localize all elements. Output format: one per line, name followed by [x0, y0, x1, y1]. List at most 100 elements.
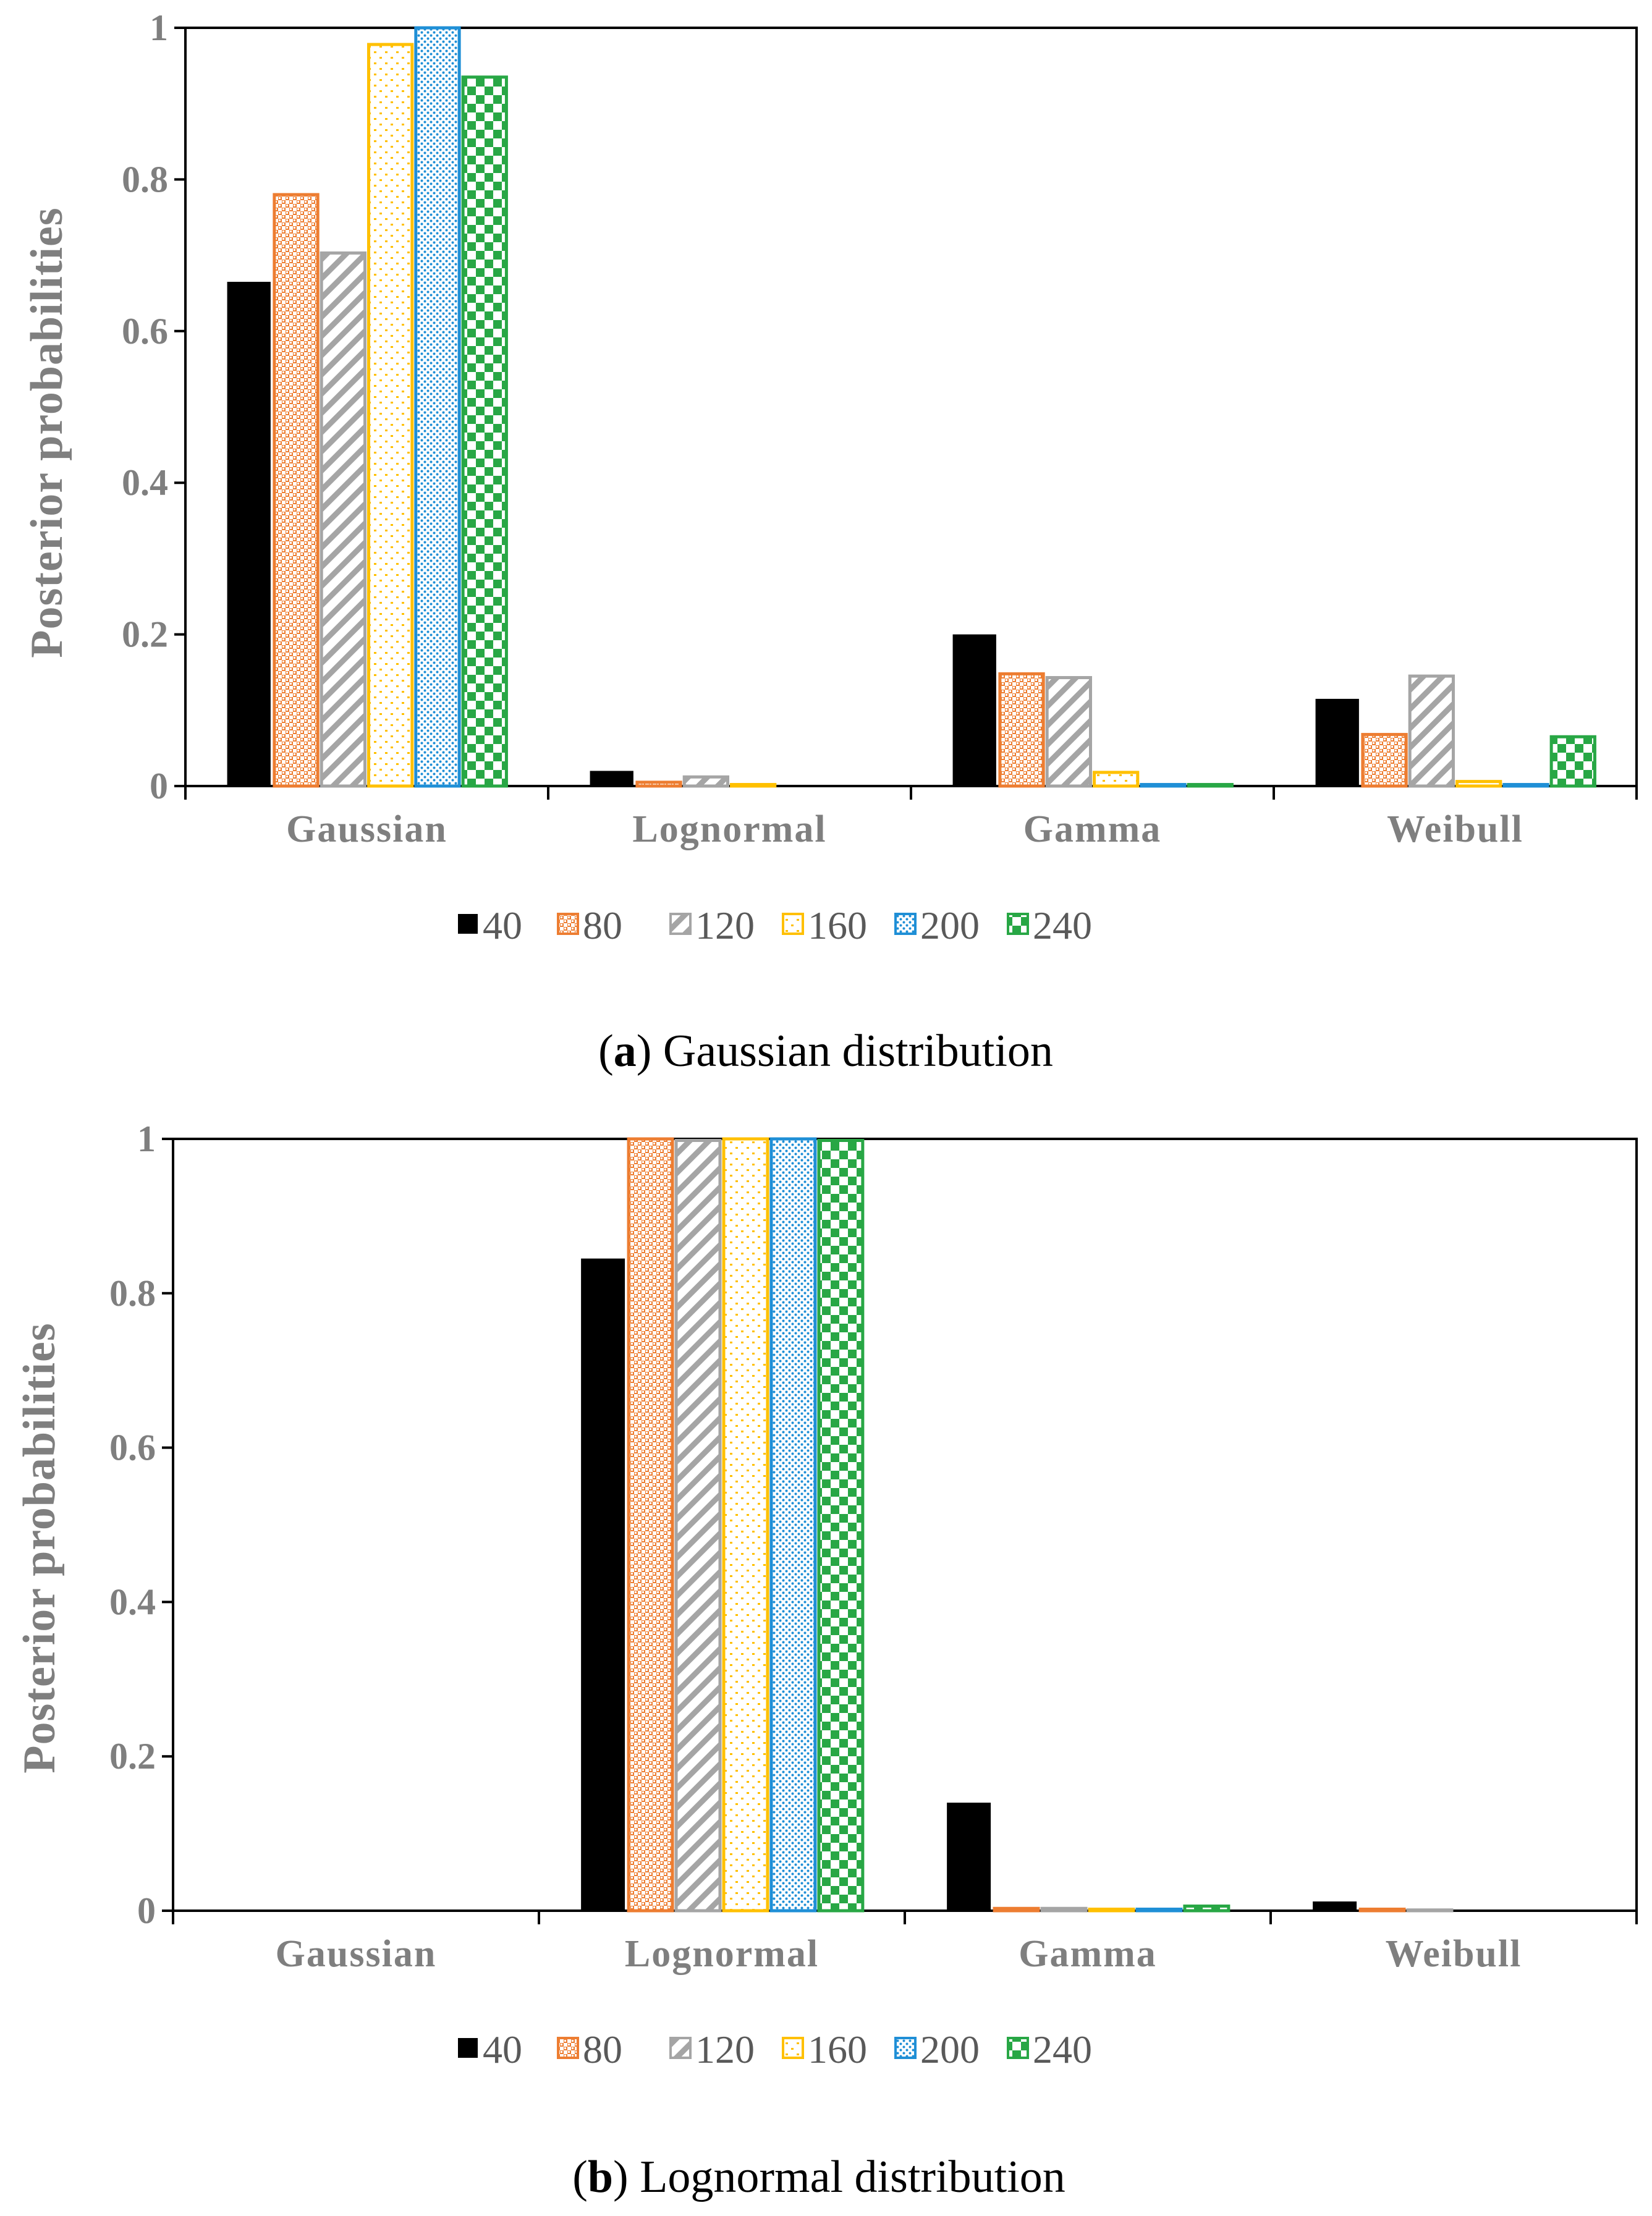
bar-80-gamma: [993, 1906, 1040, 1913]
legend-label-200: 200: [920, 2028, 980, 2071]
bar-120-lognormal: [674, 1138, 722, 1913]
bar-40-weibull: [1315, 698, 1359, 786]
y-axis-label: Posterior probabilities: [22, 207, 72, 658]
legend-label-80: 80: [583, 2028, 622, 2071]
legend-label-40: 40: [483, 2028, 522, 2071]
legend-label-120: 120: [695, 903, 755, 947]
bar-40-gamma: [952, 634, 996, 786]
y-tick-label: 1: [150, 7, 168, 48]
x-tick-label: Gamma: [1019, 1933, 1157, 1975]
x-axis: Gaussian Lognormal Gamma Weibull: [184, 786, 1638, 850]
bar-240-lognormal: [817, 1138, 865, 1913]
caption-close: ): [637, 1026, 652, 1076]
x-tick-label: Gamma: [1023, 808, 1162, 850]
legend-label-240: 240: [1033, 903, 1092, 947]
caption-text: Lognormal distribution: [629, 2152, 1065, 2202]
caption-close: ): [613, 2152, 629, 2202]
bar-240-gamma: [1183, 1905, 1231, 1913]
legend-swatch-240: [1007, 2037, 1029, 2059]
bar-120-lognormal: [682, 775, 729, 788]
bar-80-weibull: [1361, 733, 1408, 788]
caption-letter: a: [614, 1026, 637, 1076]
bar-120-gamma: [1045, 676, 1092, 788]
y-tick-label: 0.8: [122, 159, 168, 200]
y-tick-label: 0.6: [109, 1427, 156, 1468]
y-tick-label: 1: [137, 1119, 156, 1159]
y-tick-label: 0.8: [109, 1273, 156, 1314]
bars: [227, 26, 1596, 788]
caption: (a) Gaussian distribution: [598, 1026, 1053, 1076]
legend: 40 80 120 160 200 240: [458, 2028, 1092, 2071]
bar-200-gamma: [1140, 783, 1187, 788]
x-tick-label: Weibull: [1386, 1933, 1522, 1975]
bar-240-weibull: [1549, 735, 1596, 788]
legend-swatch-200: [894, 913, 917, 935]
bar-200-lognormal: [769, 1137, 817, 1913]
bar-40-gamma: [947, 1803, 991, 1911]
bar-40-lognormal: [590, 771, 633, 786]
bar-120-weibull: [1406, 1908, 1454, 1913]
legend-swatch-80: [557, 2037, 579, 2059]
bars: [581, 1137, 1454, 1913]
x-axis: Gaussian Lognormal Gamma Weibull: [172, 1911, 1638, 1975]
caption-letter: b: [588, 2152, 613, 2202]
y-axis-label: Posterior probabilities: [14, 1322, 65, 1773]
y-tick-label: 0.2: [122, 614, 168, 655]
bar-160-lognormal: [722, 1137, 769, 1913]
y-axis: 0 0.2 0.4 0.6 0.8 1: [122, 7, 185, 806]
x-tick-label: Gaussian: [286, 808, 447, 850]
bar-80-gaussian: [273, 193, 320, 788]
legend-swatch-120: [669, 913, 692, 935]
bar-120-gaussian: [320, 251, 366, 788]
bar-240-gaussian: [461, 75, 508, 788]
legend-label-240: 240: [1033, 2028, 1092, 2071]
plot-area: [172, 1138, 1638, 1912]
bar-200-gaussian: [414, 26, 461, 788]
y-tick-label: 0: [150, 766, 168, 806]
bar-240-gamma: [1187, 783, 1234, 788]
bar-40-weibull: [1313, 1901, 1357, 1911]
y-tick-label: 0.4: [109, 1581, 156, 1622]
x-tick-label: Gaussian: [276, 1933, 437, 1975]
bar-80-lognormal: [627, 1137, 674, 1913]
bar-160-gamma: [1093, 771, 1140, 788]
bar-160-weibull: [1455, 780, 1502, 788]
plot-frame: [172, 1138, 1638, 1912]
legend-swatch-120: [669, 2037, 692, 2059]
bar-160-gamma: [1088, 1908, 1135, 1913]
bar-120-weibull: [1408, 674, 1455, 788]
bar-200-weibull: [1502, 783, 1549, 788]
bar-200-gamma: [1135, 1908, 1183, 1913]
legend-swatch-160: [782, 913, 804, 935]
legend-label-160: 160: [808, 903, 867, 947]
y-tick-label: 0: [137, 1890, 156, 1931]
bar-80-weibull: [1358, 1908, 1406, 1913]
bar-80-lognormal: [635, 780, 682, 788]
chart-panel-a: 0 0.2 0.4 0.6 0.8 1 Gaussian Lognormal Gamma Wei…: [22, 7, 1638, 1076]
legend: 40 80 120 160 200 240: [458, 903, 1092, 947]
caption-text: Gaussian distribution: [651, 1026, 1053, 1076]
y-tick-label: 0.4: [122, 462, 168, 503]
legend-swatch-40: [458, 2038, 478, 2058]
x-tick-label: Weibull: [1387, 808, 1523, 850]
legend-swatch-200: [894, 2037, 917, 2059]
caption-open: (: [572, 2152, 588, 2202]
legend-swatch-240: [1007, 913, 1029, 935]
bar-40-gaussian: [227, 282, 271, 786]
x-tick-label: Lognormal: [632, 808, 826, 850]
legend-swatch-80: [557, 913, 579, 935]
legend-label-80: 80: [583, 903, 622, 947]
caption-open: (: [598, 1026, 614, 1076]
bar-120-gamma: [1040, 1906, 1088, 1913]
legend-label-160: 160: [808, 2028, 867, 2071]
chart-panel-b: 0 0.2 0.4 0.6 0.8 1 Gaussian Lognormal Gamma Wei…: [14, 1119, 1638, 2202]
x-tick-label: Lognormal: [625, 1933, 819, 1975]
y-tick-label: 0.6: [122, 311, 168, 352]
legend-label-40: 40: [483, 903, 522, 947]
legend-label-120: 120: [695, 2028, 755, 2071]
legend-swatch-40: [458, 914, 478, 934]
bar-80-gamma: [998, 672, 1045, 788]
y-axis: 0 0.2 0.4 0.6 0.8 1: [109, 1119, 173, 1931]
caption: (b) Lognormal distribution: [572, 2152, 1065, 2202]
